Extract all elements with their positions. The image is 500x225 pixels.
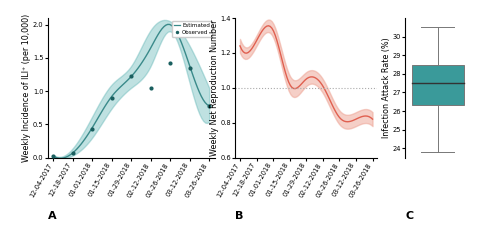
Bar bbox=[412, 65, 464, 106]
Point bbox=[88, 127, 96, 131]
Y-axis label: Infection Attack Rate (%): Infection Attack Rate (%) bbox=[382, 37, 391, 138]
Point bbox=[50, 154, 58, 158]
Point bbox=[69, 151, 77, 155]
Legend: Estimated, Observed: Estimated, Observed bbox=[172, 21, 212, 37]
Point bbox=[166, 61, 174, 65]
Text: A: A bbox=[48, 211, 56, 220]
Point bbox=[108, 96, 116, 99]
Point bbox=[186, 66, 194, 70]
Text: B: B bbox=[235, 211, 244, 220]
Point bbox=[146, 86, 154, 90]
Y-axis label: Weekly Incidence of ILI⁺ (per 10,000): Weekly Incidence of ILI⁺ (per 10,000) bbox=[22, 14, 32, 162]
Point bbox=[205, 104, 213, 108]
Point bbox=[127, 75, 135, 78]
Text: C: C bbox=[405, 211, 413, 220]
Y-axis label: Weekly Net Reproduction Number: Weekly Net Reproduction Number bbox=[210, 20, 219, 156]
